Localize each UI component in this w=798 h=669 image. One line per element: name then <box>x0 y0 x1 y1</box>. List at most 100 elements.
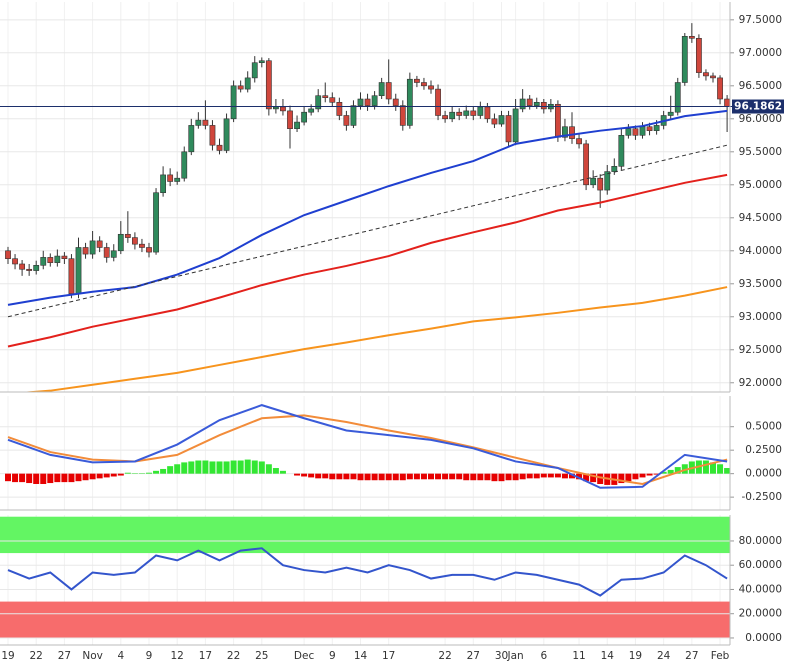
x-tick-label: 19 <box>629 650 642 662</box>
y-tick-label: 0.0000 <box>745 468 782 480</box>
candle-body <box>399 105 406 126</box>
histogram-bar <box>420 473 427 480</box>
candle-body <box>597 177 604 191</box>
candle-body <box>449 111 456 120</box>
indicator-line <box>7 404 728 489</box>
histogram-bar <box>449 473 456 480</box>
histogram-bar <box>54 473 61 483</box>
indicator-line <box>20 286 728 392</box>
candle-body <box>280 106 286 112</box>
y-tick-label: 60.0000 <box>739 559 782 571</box>
histogram-bar <box>702 460 709 474</box>
candle-body <box>681 36 688 83</box>
candle-body <box>40 257 47 266</box>
histogram-bar <box>428 473 434 480</box>
candle-body <box>33 264 40 271</box>
candle-body <box>484 106 491 120</box>
histogram-bar <box>19 473 26 483</box>
histogram-bar <box>399 473 406 481</box>
histogram-bar <box>181 462 188 474</box>
histogram-bar <box>378 473 385 481</box>
histogram-bar <box>639 473 646 478</box>
histogram-bar <box>470 473 477 481</box>
histogram-bar <box>632 473 639 480</box>
candle-body <box>12 258 18 265</box>
y-tick-label: 94.0000 <box>739 245 782 257</box>
candle-body <box>181 151 188 179</box>
y-tick-label: 95.5000 <box>739 146 782 158</box>
candle-body <box>421 82 427 87</box>
candle-body <box>188 125 195 153</box>
panel <box>0 404 730 498</box>
candle-body <box>456 111 463 116</box>
candle-body <box>491 118 498 125</box>
x-tick-label: 17 <box>199 650 212 662</box>
histogram-bar <box>5 473 11 482</box>
candle-body <box>146 247 152 253</box>
candle-body <box>632 128 639 136</box>
candle-body <box>406 78 413 126</box>
candle-body <box>216 144 223 151</box>
y-tick-label: 0.5000 <box>745 421 782 433</box>
histogram-bar <box>315 473 322 479</box>
candle-body <box>117 233 124 252</box>
x-tick-label: 14 <box>601 650 615 662</box>
y-tick-label: 96.5000 <box>739 80 782 92</box>
candle-body <box>512 108 519 143</box>
histogram-bar <box>406 473 413 480</box>
panel <box>0 516 730 639</box>
candle-body <box>96 240 103 248</box>
candle-body <box>350 105 357 126</box>
candle-body <box>505 115 512 143</box>
candle-body <box>562 126 568 138</box>
x-tick-label: 22 <box>227 650 240 662</box>
candle-body <box>336 102 343 116</box>
x-tick-label: 9 <box>146 650 153 662</box>
candle-body <box>618 134 625 167</box>
x-tick-label: 12 <box>171 650 184 662</box>
candle-body <box>265 60 272 110</box>
candle-body <box>174 177 181 182</box>
histogram-bar <box>674 467 681 474</box>
x-tick-label: 17 <box>382 650 395 662</box>
histogram-bar <box>279 470 286 474</box>
histogram-bar <box>364 473 371 481</box>
x-tick-label: 11 <box>572 650 585 662</box>
candle-body <box>674 82 681 113</box>
candle-body <box>717 77 723 100</box>
candle-body <box>202 119 209 126</box>
histogram-bar <box>160 468 167 474</box>
candle-body <box>413 78 420 83</box>
indicator-line <box>7 109 728 306</box>
histogram-bar <box>392 473 399 481</box>
candle-body <box>519 98 526 110</box>
indicator-line <box>7 144 728 318</box>
candle-body <box>47 257 54 263</box>
histogram-bar <box>456 473 463 480</box>
y-tick-label: 95.0000 <box>739 179 782 191</box>
candle-body <box>258 60 265 64</box>
candle-body <box>428 85 434 90</box>
histogram-bar <box>329 473 336 480</box>
candle-body <box>688 36 695 39</box>
histogram-bar <box>519 473 526 480</box>
candle-body <box>251 62 258 79</box>
histogram-bar <box>75 473 82 482</box>
histogram-bar <box>435 473 442 480</box>
last-price-box <box>732 99 784 114</box>
candle-body <box>724 98 730 107</box>
histogram-bar <box>244 459 251 474</box>
x-tick-label: 27 <box>58 650 71 662</box>
y-tick-label: 93.5000 <box>739 278 782 290</box>
histogram-bar <box>124 472 131 474</box>
histogram-bar <box>336 473 343 480</box>
histogram-bar <box>724 468 730 474</box>
candle-body <box>124 233 131 238</box>
histogram-bar <box>258 461 265 474</box>
histogram-bar <box>89 473 96 480</box>
histogram-bar <box>202 460 209 474</box>
histogram-bar <box>371 473 378 481</box>
candle-body <box>89 240 96 255</box>
histogram-bar <box>463 473 470 481</box>
